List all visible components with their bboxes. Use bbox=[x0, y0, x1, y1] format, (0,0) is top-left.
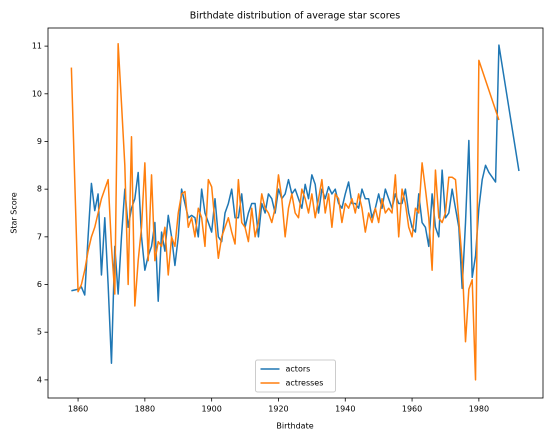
x-tick-label: 1920 bbox=[268, 405, 288, 414]
line-series bbox=[71, 44, 520, 364]
y-tick-label: 5 bbox=[37, 328, 42, 337]
legend-label: actors bbox=[286, 365, 311, 374]
line-series bbox=[70, 42, 500, 381]
y-tick-label: 7 bbox=[37, 232, 42, 241]
legend-box bbox=[255, 359, 336, 393]
x-axis-label: Birthdate bbox=[276, 422, 313, 431]
y-tick-label: 10 bbox=[32, 89, 42, 98]
x-tick-label: 1860 bbox=[68, 405, 88, 414]
x-tick-label: 1940 bbox=[335, 405, 355, 414]
y-axis-label: Star Score bbox=[10, 192, 19, 233]
y-tick-label: 11 bbox=[32, 42, 42, 51]
legend-label: actresses bbox=[286, 379, 324, 388]
x-tick-label: 1880 bbox=[135, 405, 155, 414]
y-tick-label: 4 bbox=[37, 375, 42, 384]
y-tick-label: 6 bbox=[37, 280, 42, 289]
x-tick-label: 1900 bbox=[201, 405, 221, 414]
plot-frame bbox=[47, 27, 544, 399]
chart-title: Birthdate distribution of average star s… bbox=[190, 11, 400, 22]
y-tick-label: 8 bbox=[37, 185, 42, 194]
x-tick-label: 1960 bbox=[402, 405, 422, 414]
x-tick-label: 1980 bbox=[469, 405, 489, 414]
y-tick-label: 9 bbox=[37, 137, 42, 146]
